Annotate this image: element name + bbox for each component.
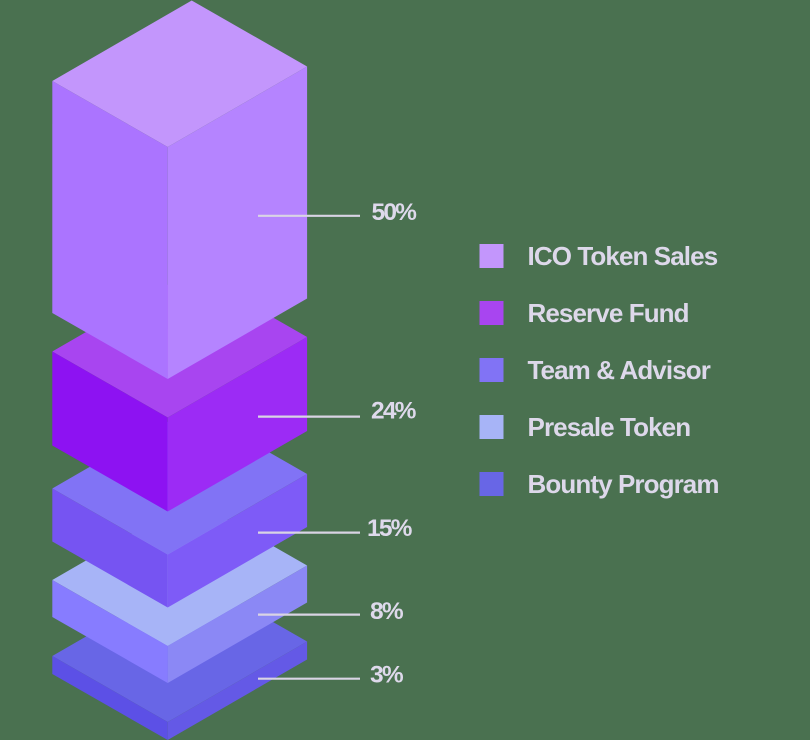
- svg-text:Reserve Fund: Reserve Fund: [528, 298, 689, 328]
- svg-text:8%: 8%: [370, 598, 404, 625]
- svg-text:Team & Advisor: Team & Advisor: [528, 355, 711, 385]
- svg-text:50%: 50%: [372, 199, 418, 226]
- svg-text:Presale Token: Presale Token: [528, 412, 691, 442]
- svg-text:15%: 15%: [367, 515, 413, 542]
- svg-text:ICO Token Sales: ICO Token Sales: [528, 241, 718, 271]
- svg-text:24%: 24%: [371, 397, 417, 424]
- svg-text:Bounty Program: Bounty Program: [528, 469, 719, 499]
- svg-text:3%: 3%: [370, 661, 404, 688]
